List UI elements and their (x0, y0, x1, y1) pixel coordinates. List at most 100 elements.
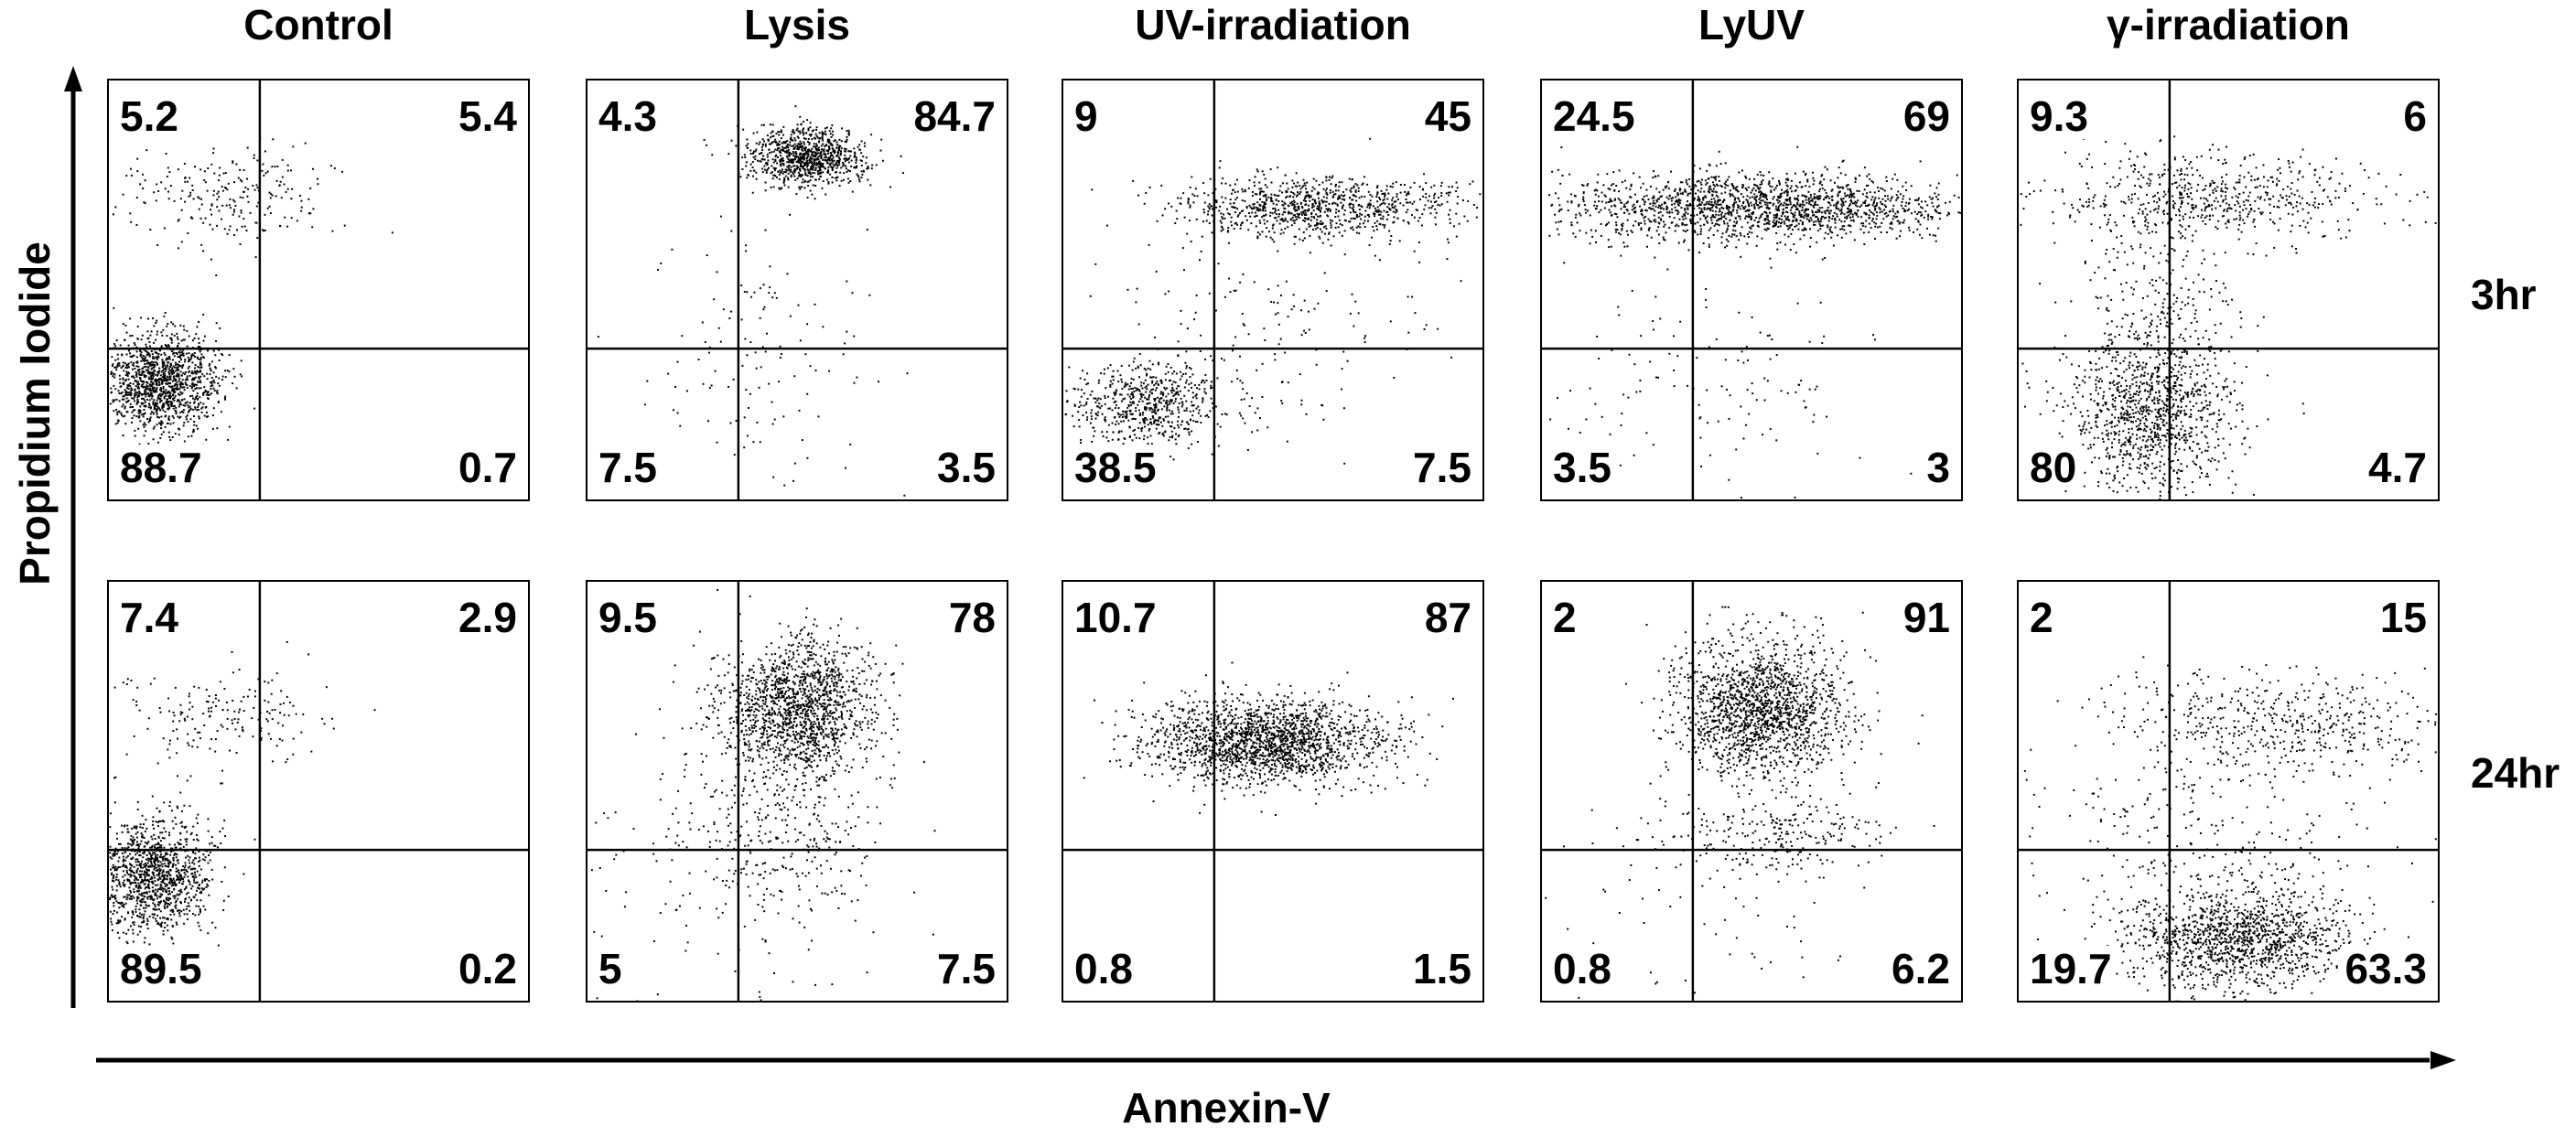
event-dot (1734, 217, 1737, 220)
event-dot (1128, 409, 1131, 412)
event-dot (1827, 216, 1830, 218)
event-dot (1328, 176, 1331, 178)
event-dot (1434, 208, 1437, 210)
event-dot (1824, 188, 1827, 191)
event-dot (1159, 397, 1162, 400)
event-dot (1191, 401, 1193, 403)
event-dot (781, 172, 784, 175)
event-dot (1117, 381, 1120, 383)
event-dot (212, 387, 215, 390)
event-dot (1133, 357, 1136, 359)
event-dot (182, 325, 185, 327)
event-dot (794, 156, 797, 158)
event-dot (1271, 238, 1274, 241)
event-dot (150, 330, 153, 333)
event-dot (807, 169, 810, 172)
event-dot (1214, 405, 1217, 408)
event-dot (1229, 291, 1232, 294)
event-dot (1684, 214, 1687, 217)
event-dot (771, 177, 774, 180)
event-dot (175, 410, 178, 413)
event-dot (1673, 217, 1676, 220)
event-dot (1851, 216, 1854, 219)
event-dot (130, 220, 133, 223)
event-dot (191, 386, 193, 389)
event-dot (702, 382, 705, 385)
event-dot (1640, 187, 1643, 189)
event-dot (154, 389, 156, 392)
event-dot (167, 403, 169, 406)
event-dot (1651, 197, 1654, 199)
event-dot (1410, 214, 1413, 217)
event-dot (179, 381, 182, 384)
y-axis-label: Propidium Iodide (11, 241, 59, 585)
event-dot (771, 165, 773, 167)
event-dot (751, 166, 754, 169)
event-dot (149, 345, 151, 348)
event-dot (136, 399, 139, 402)
event-dot (202, 393, 205, 396)
event-dot (1775, 221, 1778, 224)
event-dot (114, 423, 117, 425)
event-dot (179, 324, 182, 327)
event-dot (763, 306, 766, 308)
event-dot (173, 334, 176, 337)
event-dot (186, 375, 189, 378)
event-dot (1367, 190, 1370, 193)
event-dot (1920, 200, 1923, 203)
event-dot (289, 169, 292, 172)
event-dot (820, 163, 823, 166)
event-dot (143, 404, 146, 407)
event-dot (1445, 192, 1448, 195)
event-dot (189, 409, 191, 412)
event-dot (835, 141, 838, 144)
event-dot (1227, 227, 1230, 229)
event-dot (1836, 213, 1838, 216)
event-dot (1391, 203, 1394, 206)
event-dot (1765, 212, 1768, 215)
event-dot (113, 373, 116, 376)
event-dot (199, 370, 201, 372)
event-dot (1238, 212, 1241, 215)
event-dot (1184, 361, 1187, 364)
event-dot (1202, 399, 1204, 402)
event-dot (1264, 207, 1266, 209)
event-dots (597, 105, 909, 497)
event-dot (178, 351, 181, 354)
event-dot (1274, 207, 1277, 209)
event-dot (1349, 220, 1352, 223)
event-dot (1561, 175, 1564, 177)
event-dot (1341, 224, 1343, 227)
event-dot (153, 358, 156, 360)
event-dot (1914, 218, 1917, 220)
event-dot (160, 345, 163, 348)
event-dot (209, 367, 211, 370)
event-dot (1841, 225, 1844, 228)
event-dot (1116, 370, 1119, 372)
event-dot (1304, 184, 1307, 187)
event-dot (155, 338, 157, 341)
event-dot (802, 167, 804, 170)
event-dot (799, 186, 802, 188)
event-dot (1284, 217, 1287, 220)
event-dot (783, 178, 786, 181)
event-dot (728, 385, 730, 388)
event-dot (1266, 186, 1268, 188)
event-dot (809, 161, 812, 164)
event-dot (806, 168, 809, 171)
event-dot (685, 390, 688, 392)
event-dot (179, 412, 182, 414)
scatter-plot (1063, 80, 1482, 499)
event-dot (1148, 394, 1150, 396)
event-dot (1320, 220, 1322, 222)
event-dot (148, 383, 151, 386)
event-dot (229, 225, 232, 228)
event-dot (1655, 188, 1658, 190)
event-dot (1073, 404, 1076, 407)
event-dot (1243, 398, 1245, 401)
event-dot (771, 171, 773, 174)
event-dot (835, 164, 837, 166)
quadrant-percent-lower-right: 3.5 (933, 445, 999, 490)
event-dot (1141, 400, 1144, 402)
event-dot (121, 398, 124, 401)
